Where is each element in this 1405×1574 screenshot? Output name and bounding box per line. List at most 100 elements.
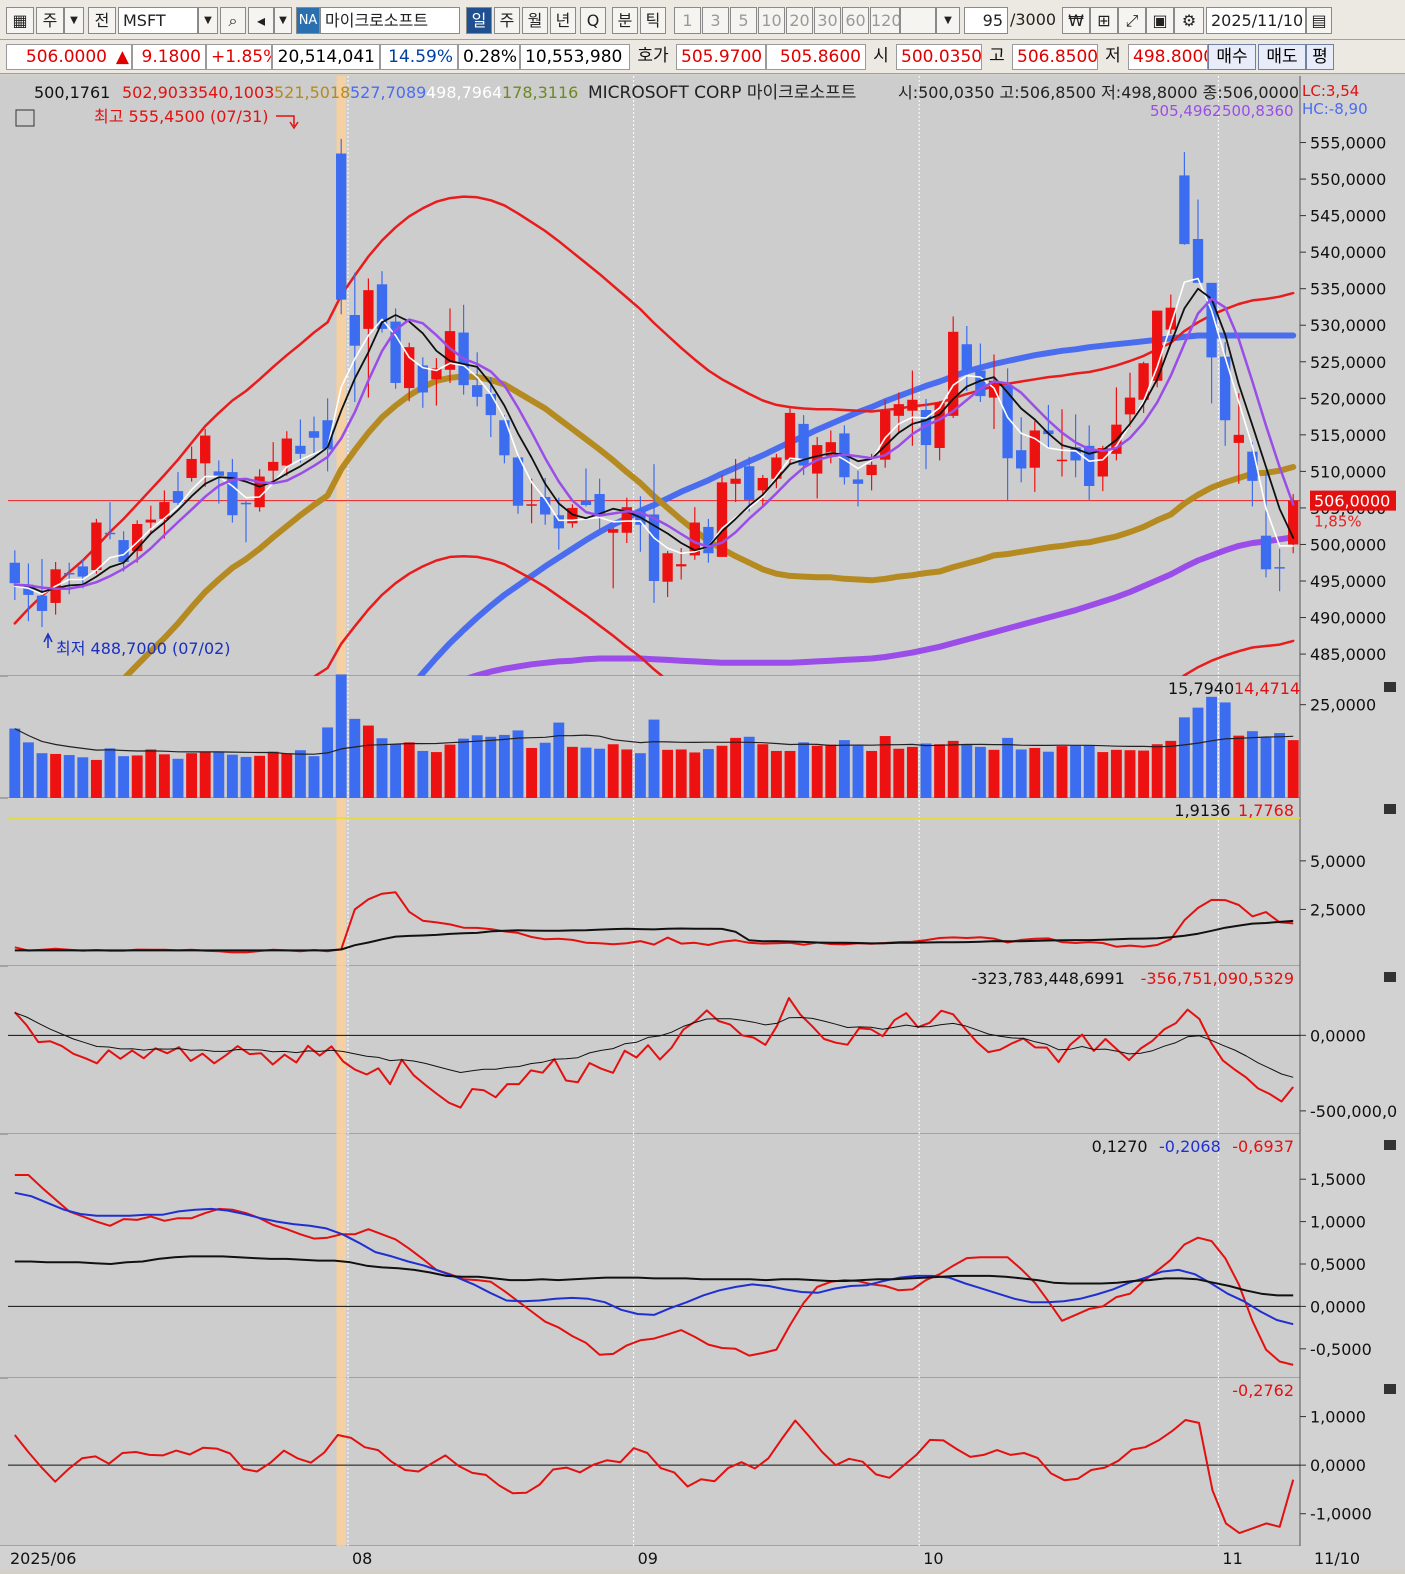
low-price: 498.8000 [1128,44,1208,70]
chart-window-icon[interactable]: ▦ [6,7,34,34]
candle-body-56 [771,457,782,479]
price-tick-label-12: 495,0000 [1310,572,1386,591]
chart-svg[interactable]: 555,0000 550,0000 545,0000 540,0000 535,0000… [0,76,1405,1570]
minute-custom-input[interactable] [900,7,936,34]
volume-bar-38 [526,747,538,798]
candle-body-20 [281,438,292,466]
search-icon[interactable]: ⌕ [220,7,246,34]
period-week-button[interactable]: 주 [494,7,520,34]
minute-30-button[interactable]: 30 [814,7,841,34]
open-price: 500.0350 [896,44,982,70]
volume-bar-2 [36,753,48,798]
save-icon[interactable]: ▣ [1146,7,1174,34]
candle-body-2 [36,595,48,611]
period-day-button[interactable]: 일 [466,7,492,34]
volume-bar-37 [512,730,524,798]
calendar-icon[interactable]: ▤ [1306,7,1332,34]
candle-body-32 [444,331,456,370]
envelope-lower-line [312,554,1295,676]
price-tick-label-13: 490,0000 [1310,609,1386,628]
sell-button[interactable]: 매도 [1258,44,1306,70]
minute-60-button[interactable]: 60 [842,7,869,34]
candle-body-87 [1192,239,1204,283]
panel5-close-icon [1384,1384,1396,1394]
minute-1-button[interactable]: 1 [674,7,701,34]
turnover: 14.59% [380,44,458,70]
period-year-button[interactable]: 년 [550,7,576,34]
volume-bar-84 [1151,744,1163,798]
candle-body-68 [934,402,945,448]
panel1-close-icon [1384,682,1396,692]
period-quarter-button[interactable]: Q [580,7,606,34]
market-dropdown-icon[interactable]: ▼ [64,7,84,34]
volume-bar-31 [430,752,442,798]
all-button[interactable]: 전 [88,7,116,34]
volume-bar-28 [390,744,402,798]
minute-5-button[interactable]: 5 [730,7,757,34]
minute-120-button[interactable]: 120 [870,7,900,34]
panel4-label-2: -0,6937 [1232,1137,1294,1156]
volume-ma-line [14,728,1294,755]
symbol-dropdown-icon[interactable]: ▼ [198,7,218,34]
volume-bar-21 [294,750,306,798]
volume-bar-76 [1042,751,1054,798]
candle-body-22 [308,431,320,438]
speaker-icon[interactable]: ◂ [248,7,274,34]
volume-bar-83 [1138,750,1150,798]
draw-tool-icon[interactable]: ⤢ [1118,7,1146,34]
market-type-button[interactable]: 주 [36,7,64,34]
price-tick-label-11: 500,0000 [1310,535,1386,554]
minute-20-button[interactable]: 20 [786,7,813,34]
minute-3-button[interactable]: 3 [702,7,729,34]
avg-button[interactable]: 평 [1306,44,1334,70]
count-input[interactable]: 95 [964,7,1008,34]
volume-bar-77 [1056,746,1068,798]
volume-bar-81 [1110,749,1122,798]
candle-body-82 [1124,397,1136,415]
minute-10-button[interactable]: 10 [758,7,785,34]
symbol-input[interactable]: MSFT [118,7,198,34]
right-value-0: 505,4962 [1150,102,1222,120]
ask-price: 505.9700 [676,44,766,70]
current-price: 506.0000 [6,44,112,70]
buy-button[interactable]: 매수 [1208,44,1256,70]
volume-bar-93 [1274,733,1286,798]
candle-body-6 [91,522,102,571]
na-badge: NA [296,7,320,34]
candle-body-29 [404,347,415,389]
volume-bar-46 [634,753,646,798]
period-tick-button[interactable]: 틱 [640,7,666,34]
minute-dropdown-icon[interactable]: ▼ [936,7,960,34]
header-value-2: 540,1003 [198,83,274,102]
volume-bar-19 [267,751,279,798]
date-input[interactable]: 2025/11/10 [1206,7,1306,34]
price-tick-label-1: 550,0000 [1310,170,1386,189]
header-value-4: 527,7089 [350,83,426,102]
candle-body-36 [499,420,510,456]
volume-bar-57 [784,750,796,798]
period-month-button[interactable]: 월 [522,7,548,34]
candle-body-4 [64,572,75,575]
volume-bar-59 [811,745,823,798]
hoga-label: 호가 [630,44,676,70]
up-arrow: ▲ [110,44,132,70]
candle-body-90 [1233,434,1244,443]
volume-bar-6 [90,759,102,798]
candle-tool-icon[interactable]: ⊞ [1090,7,1118,34]
x-label-2: 09 [638,1549,658,1568]
candle-body-44 [608,529,619,533]
candle-body-17 [240,502,252,505]
candle-body-18 [254,476,265,508]
volume-bar-69 [947,740,959,798]
speaker-dropdown-icon[interactable]: ▼ [274,7,292,34]
chart-area[interactable]: 555,0000 550,0000 545,0000 540,0000 535,0000… [0,76,1405,1570]
candle-body-93 [1274,567,1285,569]
volume-bar-53 [730,737,742,798]
indicator-icon[interactable]: ₩ [1062,7,1090,34]
volume-bar-45 [621,749,633,798]
panel5-label-0: -0,2762 [1232,1381,1294,1400]
gear-icon[interactable]: ⚙ [1174,7,1204,34]
period-minute-button[interactable]: 분 [612,7,638,34]
high-note: 최고 555,4500 (07/31) [94,107,269,126]
low-arrow-icon [43,632,53,648]
